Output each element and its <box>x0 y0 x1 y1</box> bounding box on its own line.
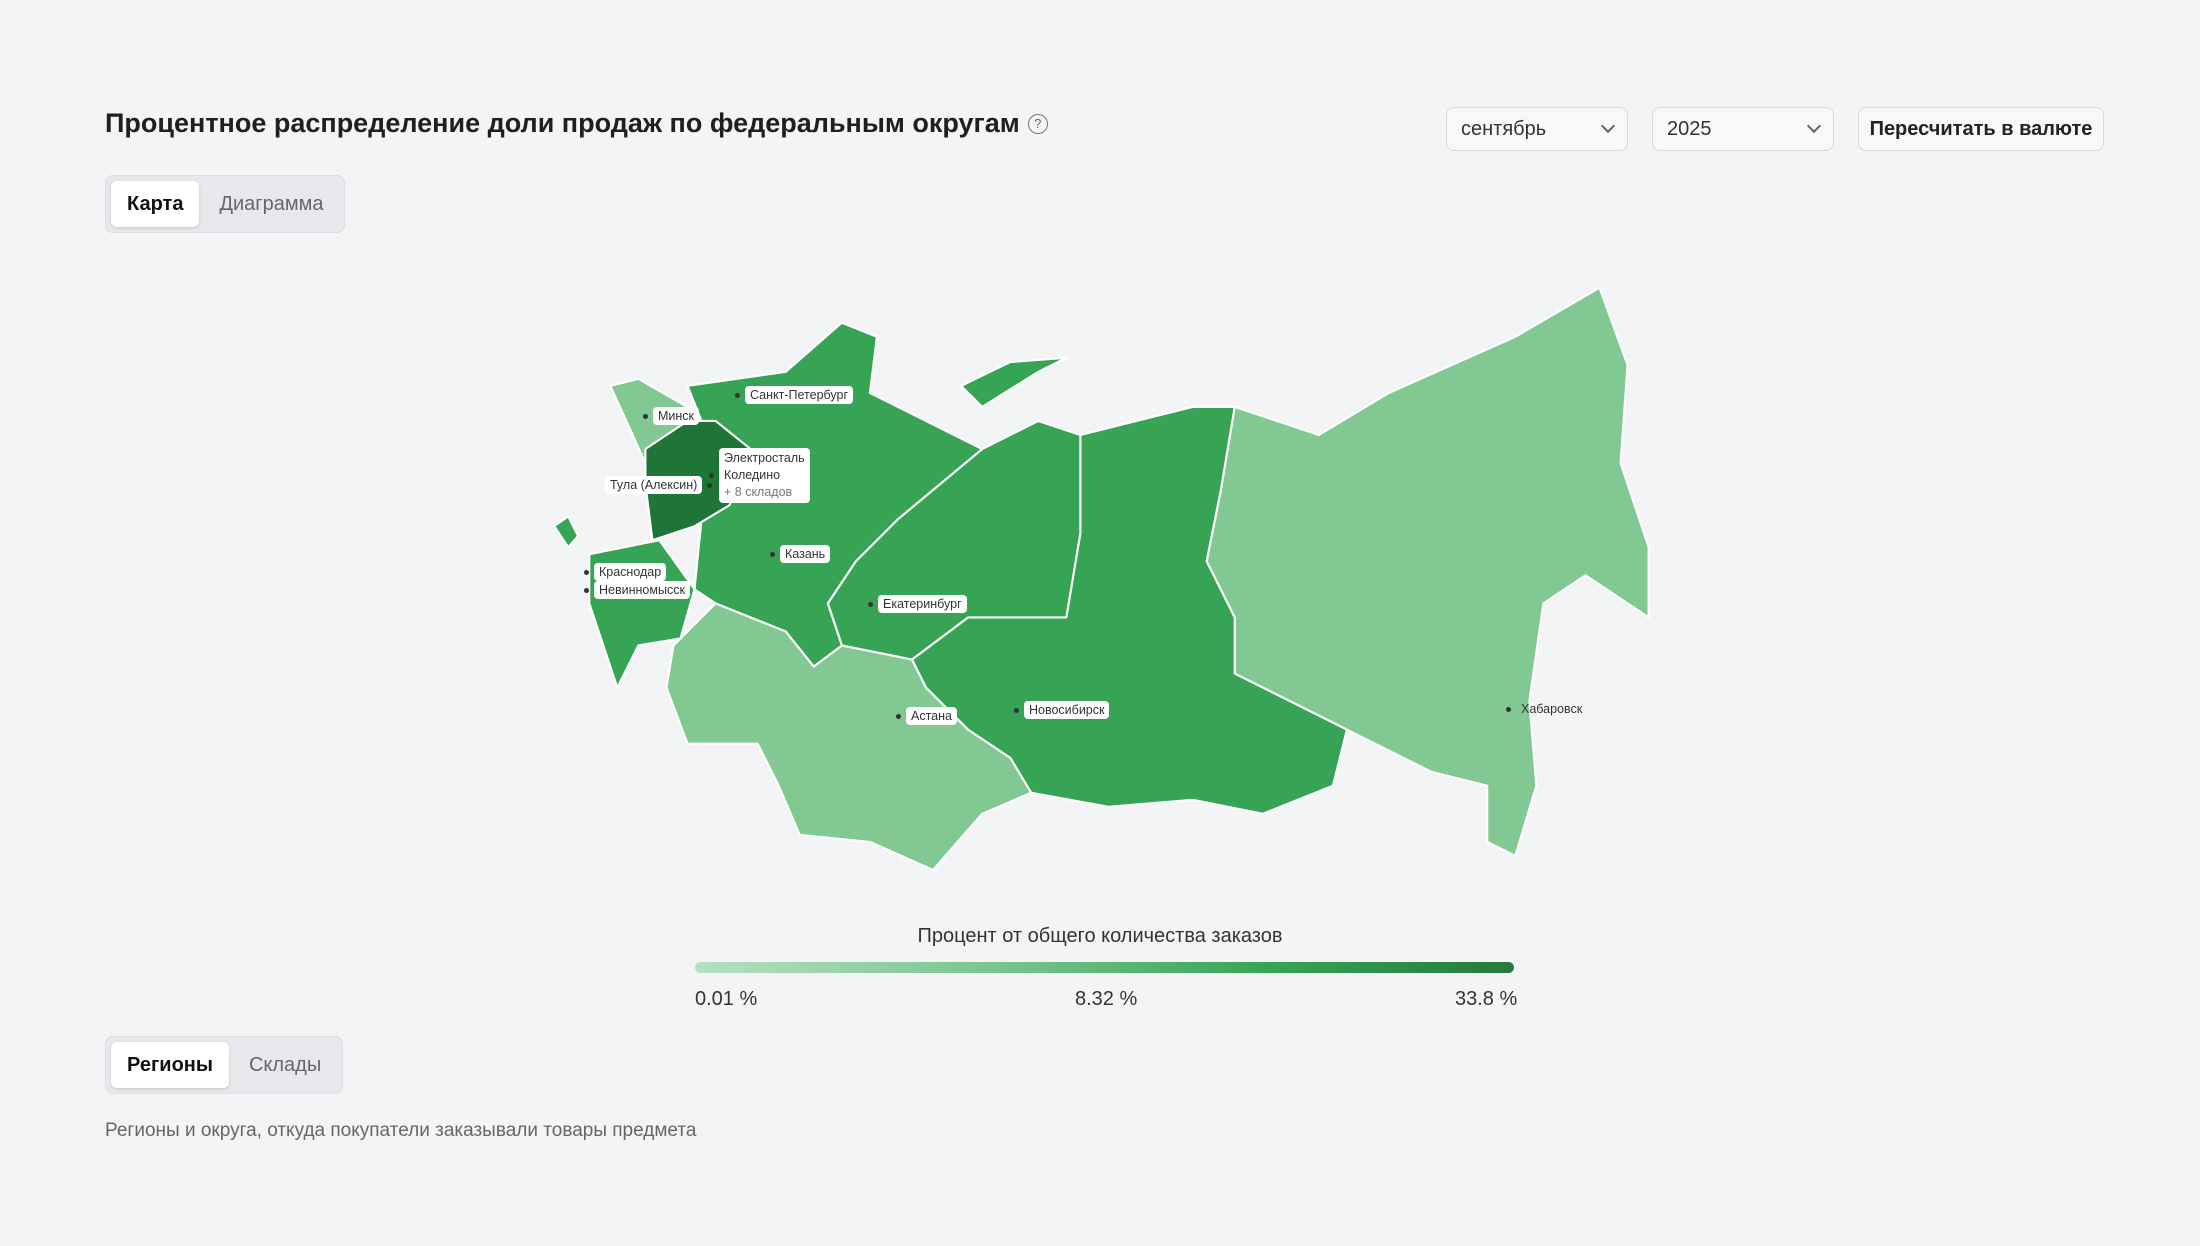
city-dot <box>643 413 648 419</box>
tab-warehouses[interactable]: Склады <box>248 1053 322 1076</box>
city-name: Астана <box>906 707 957 725</box>
city-dot <box>707 482 713 488</box>
city-name: Хабаровск <box>1521 702 1583 716</box>
city-label-minsk: Минск <box>643 407 700 425</box>
tab-regions[interactable]: Регионы <box>111 1042 229 1088</box>
tab-map[interactable]: Карта <box>111 181 200 227</box>
city-label-krasnodar: Краснодар <box>584 563 667 581</box>
city-dot <box>709 473 714 478</box>
city-name: Минск <box>653 407 700 425</box>
region-crimea[interactable] <box>553 515 580 549</box>
city-label-khabarovsk: Хабаровск <box>1506 700 1587 718</box>
month-value: сентябрь <box>1461 117 1547 140</box>
recalc-currency-button[interactable]: Пересчитать в валюте <box>1858 107 2104 151</box>
warehouse-name: Коледино <box>724 468 781 482</box>
month-select[interactable]: сентябрь <box>1446 107 1628 151</box>
city-name: Екатеринбург <box>878 595 967 613</box>
regions-description: Регионы и округа, откуда покупатели зака… <box>105 1120 697 1141</box>
city-label-novosibirsk: Новосибирск <box>1014 701 1110 719</box>
warehouse-label-moscow: Электросталь Коледино + 8 складов <box>709 448 810 503</box>
view-tabs: Карта Диаграмма <box>105 175 346 233</box>
page-title: Процентное распределение доли продаж по … <box>105 108 1048 139</box>
more-warehouses[interactable]: + 8 складов <box>724 485 793 499</box>
legend-mid: 8.32 % <box>1075 988 1138 1010</box>
warehouse-list: Электросталь Коледино + 8 складов <box>719 448 810 503</box>
city-name: Санкт-Петербург <box>745 386 854 404</box>
legend-max: 33.8 % <box>1455 988 1518 1010</box>
city-label-nevinnomyssk: Невинномысск <box>584 581 690 599</box>
city-name: Казань <box>780 545 831 563</box>
city-dot <box>770 551 775 557</box>
city-dot <box>1014 707 1019 713</box>
city-name: Невинномысск <box>594 581 690 599</box>
title-text: Процентное распределение доли продаж по … <box>105 108 1020 138</box>
city-label-kazan: Казань <box>770 545 831 563</box>
legend-title: Процент от общего количества заказов <box>917 925 1283 947</box>
region-taimyr-islands <box>960 356 1068 408</box>
city-dot <box>868 601 873 607</box>
city-dot <box>584 569 589 575</box>
city-name: Новосибирск <box>1024 701 1110 719</box>
city-dot <box>896 713 901 719</box>
list-tabs: Регионы Склады <box>105 1036 344 1094</box>
question-circle-icon[interactable]: ? <box>1027 113 1048 134</box>
city-label-ekaterinburg: Екатеринбург <box>868 595 967 613</box>
tab-diagram[interactable]: Диаграмма <box>219 192 324 215</box>
year-value: 2025 <box>1667 117 1712 140</box>
year-select[interactable]: 2025 <box>1652 107 1834 151</box>
legend-min: 0.01 % <box>695 988 758 1010</box>
warehouse-name: Электросталь <box>724 451 805 465</box>
city-dot <box>584 587 589 593</box>
city-label-spb: Санкт-Петербург <box>735 386 854 404</box>
city-label-tula: Тула (Алексин) <box>605 476 713 494</box>
city-dot <box>735 392 740 398</box>
legend-gradient-bar <box>695 962 1514 973</box>
city-name: Краснодар <box>594 563 667 581</box>
city-label-astana: Астана <box>896 707 957 725</box>
city-name: Тула (Алексин) <box>605 476 703 494</box>
city-dot <box>1506 706 1511 712</box>
